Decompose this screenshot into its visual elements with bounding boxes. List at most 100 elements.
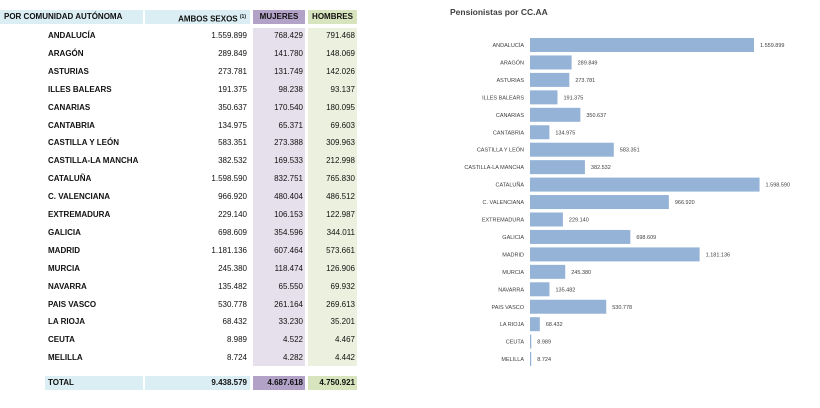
bar	[530, 299, 607, 314]
mujeres-value: 607.464	[274, 245, 303, 255]
hombres-value: 212.998	[326, 156, 355, 166]
hombres-value: 4.467	[334, 335, 355, 345]
ambos-value: 134.975	[218, 120, 247, 130]
hombres-value: 486.512	[326, 192, 355, 202]
mujeres-value: 768.429	[274, 31, 303, 40]
header-region: POR COMUNIDAD AUTÓNOMA	[0, 10, 143, 24]
data-label: 289.849	[578, 60, 598, 66]
hombres-value: 142.026	[326, 66, 355, 76]
category-label: MELILLA	[501, 357, 524, 363]
hombres-value: 126.906	[326, 263, 355, 273]
region-name: GALICIA	[48, 227, 81, 237]
bar	[530, 352, 532, 367]
mujeres-value: 33.230	[278, 317, 303, 327]
table-row: MURCIA 245.380 118.474 126.906	[0, 260, 360, 278]
table-row: CATALUÑA 1.598.590 832.751 765.830	[0, 170, 360, 188]
header-hombres: HOMBRES	[308, 10, 357, 24]
mujeres-value: 131.749	[274, 66, 303, 76]
data-label: 698.609	[636, 235, 656, 241]
table-row: ANDALUCÍA 1.559.899 768.429 791.468	[0, 27, 360, 45]
mujeres-value: 98.238	[278, 84, 303, 94]
region-name: CANARIAS	[48, 102, 91, 112]
data-label: 350.637	[586, 113, 606, 119]
region-name: PAIS VASCO	[48, 299, 97, 309]
bar	[530, 38, 754, 52]
ambos-value: 350.637	[218, 102, 247, 112]
category-label: CATALUÑA	[495, 182, 524, 189]
table-row: ILLES BALEARS 191.375 98.238 93.137	[0, 81, 360, 99]
bar	[530, 229, 631, 244]
table-row: CASTILLA Y LEÓN 583.351 273.388 309.963	[0, 134, 360, 152]
category-label: LA RIOJA	[500, 322, 524, 328]
ambos-value: 273.781	[218, 66, 247, 76]
hombres-value: 344.011	[326, 227, 355, 237]
total-label: TOTAL	[45, 376, 143, 390]
data-label: 530.778	[612, 305, 632, 311]
region-name: ILLES BALEARS	[48, 84, 112, 94]
mujeres-value: 832.751	[274, 174, 303, 184]
region-name: MURCIA	[48, 263, 80, 273]
ambos-value: 530.778	[218, 299, 247, 309]
category-label: EXTREMADURA	[482, 218, 525, 224]
category-label: NAVARRA	[498, 287, 524, 293]
mujeres-value: 169.533	[274, 156, 303, 166]
ambos-value: 966.920	[218, 192, 247, 202]
region-name: CATALUÑA	[48, 174, 92, 184]
region-name: NAVARRA	[48, 281, 87, 291]
table-row: CANARIAS 350.637 170.540 180.095	[0, 99, 360, 117]
data-label: 1.598.590	[766, 183, 790, 189]
total-mujeres: 4.687.618	[253, 376, 305, 390]
category-label: ASTURIAS	[496, 78, 524, 84]
table-row: CANTABRIA 134.975 65.371 69.603	[0, 117, 360, 135]
region-name: CASTILLA Y LEÓN	[48, 138, 119, 148]
ambos-value: 8.989	[226, 335, 247, 345]
data-label: 1.181.136	[706, 252, 730, 258]
bar	[530, 195, 669, 210]
mujeres-value: 480.404	[274, 192, 303, 202]
ambos-value: 289.849	[218, 48, 247, 58]
bar	[530, 317, 540, 332]
data-label: 1.559.899	[760, 43, 784, 49]
mujeres-value: 141.780	[274, 48, 303, 58]
ambos-value: 1.598.590	[211, 174, 247, 184]
category-label: CEUTA	[506, 340, 525, 346]
category-label: MURCIA	[502, 270, 524, 276]
bar	[530, 72, 570, 87]
category-label: CANARIAS	[496, 113, 524, 119]
region-name: ANDALUCÍA	[48, 31, 96, 40]
hombres-value: 69.603	[330, 120, 355, 130]
data-label: 382.532	[591, 165, 611, 171]
data-label: 966.920	[675, 200, 695, 206]
category-label: CASTILLA Y LEÓN	[477, 147, 524, 154]
chart-title: Pensionistas por CC.AA	[450, 7, 548, 17]
ambos-value: 245.380	[218, 263, 247, 273]
region-name: MADRID	[48, 245, 80, 255]
category-label: ANDALUCÍA	[493, 42, 525, 49]
table-row: EXTREMADURA 229.140 106.153 122.987	[0, 206, 360, 224]
region-name: CANTABRIA	[48, 120, 95, 130]
table-row: GALICIA 698.609 354.596 344.011	[0, 224, 360, 242]
region-name: EXTREMADURA	[48, 210, 111, 219]
data-label: 8.989	[537, 340, 551, 346]
mujeres-column-bg	[253, 28, 305, 366]
ambos-value: 135.482	[218, 281, 247, 291]
ambos-value: 1.559.899	[211, 31, 247, 40]
mujeres-value: 170.540	[274, 102, 303, 112]
region-name: CASTILLA-LA MANCHA	[48, 156, 139, 166]
data-label: 191.375	[563, 95, 583, 101]
hombres-value: 309.963	[326, 138, 355, 148]
ambos-value: 229.140	[218, 210, 247, 219]
mujeres-value: 4.522	[282, 335, 303, 345]
table-row: ARAGÓN 289.849 141.780 148.069	[0, 45, 360, 63]
category-label: ARAGÓN	[500, 59, 524, 66]
region-name: MELILLA	[48, 353, 83, 363]
hombres-value: 791.468	[326, 31, 355, 40]
bar	[530, 125, 550, 140]
hombres-value: 269.613	[326, 299, 355, 309]
mujeres-value: 4.282	[282, 353, 303, 363]
bar	[530, 282, 550, 297]
header-mujeres: MUJERES	[253, 10, 305, 24]
bar	[530, 247, 700, 262]
header-ambos-note: (1)	[239, 14, 246, 20]
bar-chart: Pensionistas por CC.AA ANDALUCÍA 1.559.89…	[450, 7, 790, 367]
